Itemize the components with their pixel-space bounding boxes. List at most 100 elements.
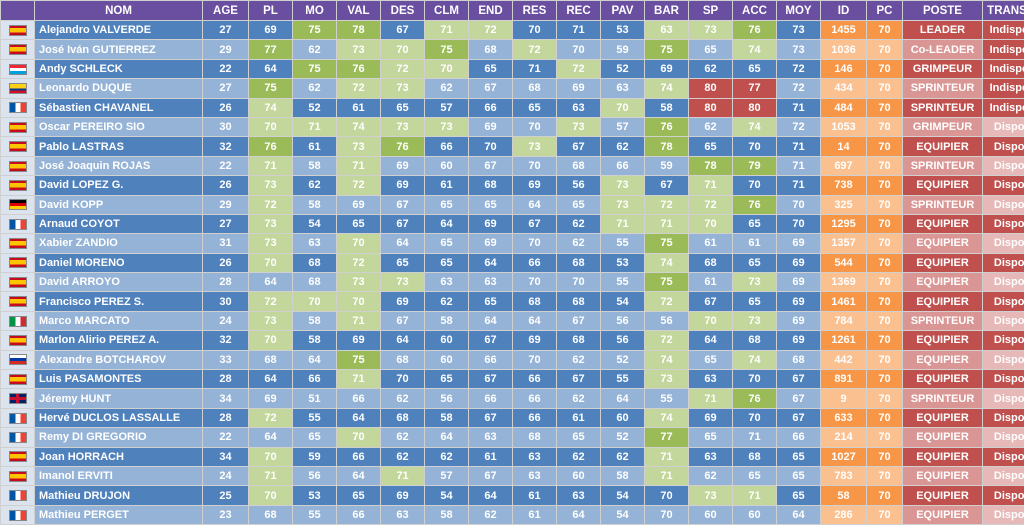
cell-pav[interactable]: 71 [601,214,645,233]
cell-pl[interactable]: 64 [249,428,293,447]
cell-age[interactable]: 27 [203,21,249,40]
cell-moy[interactable]: 69 [777,253,821,272]
cell-clm[interactable]: 73 [425,117,469,136]
cell-sp[interactable]: 65 [689,40,733,59]
rider-name[interactable]: Sébastien CHAVANEL [35,98,203,117]
cell-pc[interactable]: 70 [867,292,903,311]
cell-end[interactable]: 62 [469,505,513,524]
cell-moy[interactable]: 67 [777,408,821,427]
cell-mo[interactable]: 58 [293,156,337,175]
column-header-end[interactable]: END [469,1,513,21]
cell-transfert[interactable]: Indisponible [983,59,1024,78]
cell-des[interactable]: 69 [381,292,425,311]
rider-name[interactable]: José Iván GUTIERREZ [35,40,203,59]
cell-id[interactable]: 434 [821,79,867,98]
cell-pav[interactable]: 58 [601,466,645,485]
cell-clm[interactable]: 70 [425,59,469,78]
rider-name[interactable]: David LOPEZ G. [35,176,203,195]
cell-end[interactable]: 68 [469,40,513,59]
column-header-pl[interactable]: PL [249,1,293,21]
cell-sp[interactable]: 62 [689,117,733,136]
cell-pc[interactable]: 70 [867,137,903,156]
cell-clm[interactable]: 62 [425,292,469,311]
rider-name[interactable]: Joan HORRACH [35,447,203,466]
cell-age[interactable]: 27 [203,79,249,98]
cell-des[interactable]: 63 [381,505,425,524]
cell-val[interactable]: 75 [337,350,381,369]
cell-clm[interactable]: 57 [425,98,469,117]
cell-bar[interactable]: 76 [645,117,689,136]
cell-moy[interactable]: 67 [777,389,821,408]
cell-clm[interactable]: 64 [425,428,469,447]
cell-id[interactable]: 1461 [821,292,867,311]
cell-clm[interactable]: 58 [425,408,469,427]
cell-poste[interactable]: EQUIPIER [903,176,983,195]
cell-mo[interactable]: 63 [293,234,337,253]
cell-rec[interactable]: 63 [557,486,601,505]
cell-moy[interactable]: 69 [777,273,821,292]
cell-des[interactable]: 62 [381,389,425,408]
cell-sp[interactable]: 70 [689,214,733,233]
cell-pc[interactable]: 70 [867,98,903,117]
rider-name[interactable]: Mathieu DRUJON [35,486,203,505]
cell-age[interactable]: 22 [203,156,249,175]
cell-transfert[interactable]: Disponible [983,195,1024,214]
cell-res[interactable]: 66 [513,253,557,272]
rider-name[interactable]: Leonardo DUQUE [35,79,203,98]
cell-sp[interactable]: 60 [689,505,733,524]
cell-sp[interactable]: 70 [689,311,733,330]
cell-end[interactable]: 69 [469,214,513,233]
rider-name[interactable]: Marco MARCATO [35,311,203,330]
cell-des[interactable]: 73 [381,117,425,136]
cell-mo[interactable]: 61 [293,137,337,156]
cell-val[interactable]: 70 [337,292,381,311]
cell-id[interactable]: 214 [821,428,867,447]
cell-clm[interactable]: 62 [425,447,469,466]
cell-transfert[interactable]: Disponible [983,408,1024,427]
cell-pc[interactable]: 70 [867,486,903,505]
cell-pav[interactable]: 62 [601,447,645,466]
cell-pav[interactable]: 52 [601,59,645,78]
cell-res[interactable]: 70 [513,273,557,292]
cell-pl[interactable]: 73 [249,176,293,195]
cell-end[interactable]: 69 [469,234,513,253]
cell-des[interactable]: 70 [381,40,425,59]
cell-transfert[interactable]: Disponible [983,156,1024,175]
cell-des[interactable]: 69 [381,156,425,175]
cell-end[interactable]: 67 [469,79,513,98]
cell-transfert[interactable]: Disponible [983,389,1024,408]
cell-des[interactable]: 69 [381,176,425,195]
cell-val[interactable]: 71 [337,370,381,389]
cell-mo[interactable]: 58 [293,331,337,350]
cell-pc[interactable]: 70 [867,331,903,350]
cell-des[interactable]: 71 [381,466,425,485]
cell-pc[interactable]: 70 [867,214,903,233]
cell-end[interactable]: 65 [469,59,513,78]
cell-age[interactable]: 26 [203,176,249,195]
cell-poste[interactable]: EQUIPIER [903,505,983,524]
cell-transfert[interactable]: Disponible [983,466,1024,485]
cell-mo[interactable]: 53 [293,486,337,505]
cell-poste[interactable]: EQUIPIER [903,292,983,311]
cell-rec[interactable]: 73 [557,117,601,136]
cell-des[interactable]: 67 [381,214,425,233]
cell-pc[interactable]: 70 [867,79,903,98]
cell-moy[interactable]: 70 [777,195,821,214]
cell-val[interactable]: 73 [337,137,381,156]
cell-age[interactable]: 32 [203,137,249,156]
cell-bar[interactable]: 72 [645,195,689,214]
cell-pav[interactable]: 55 [601,234,645,253]
cell-res[interactable]: 64 [513,195,557,214]
cell-rec[interactable]: 67 [557,311,601,330]
cell-rec[interactable]: 62 [557,447,601,466]
cell-rec[interactable]: 68 [557,156,601,175]
cell-transfert[interactable]: Disponible [983,486,1024,505]
cell-res[interactable]: 69 [513,176,557,195]
cell-rec[interactable]: 70 [557,273,601,292]
cell-transfert[interactable]: Disponible [983,428,1024,447]
